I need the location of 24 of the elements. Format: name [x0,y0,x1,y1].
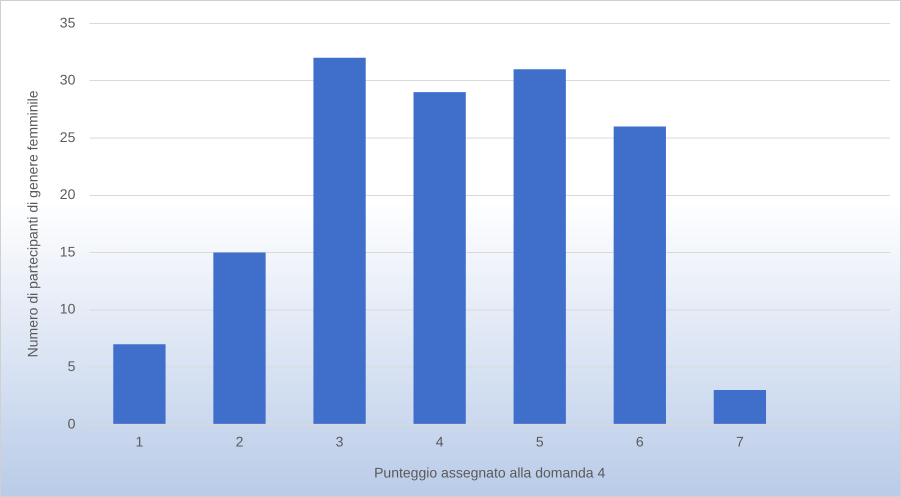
bar [614,126,666,424]
x-tick-label: 4 [436,434,444,450]
x-tick-label: 7 [736,434,744,450]
x-tick-label: 3 [336,434,344,450]
y-tick-label: 5 [68,358,76,374]
bar [714,390,766,424]
y-tick-label: 30 [60,72,76,88]
y-tick-label: 0 [68,415,76,432]
bar [213,252,266,424]
y-tick-label: 15 [60,243,76,260]
y-axis-title: Numero di partecipanti di genere femminile [24,90,40,358]
x-tick-label: 1 [136,434,144,450]
bar [414,92,466,424]
x-axis-title: Punteggio assegnato alla domanda 4 [374,464,606,480]
y-tick-label: 10 [60,300,76,317]
y-tick-label: 20 [60,186,76,202]
x-tick-label: 2 [236,434,244,450]
x-tick-label: 5 [536,434,544,450]
y-tick-label: 35 [60,14,76,30]
x-tick-label: 6 [636,434,644,450]
bar [113,344,166,424]
y-tick-label: 25 [60,128,76,145]
bar [514,69,566,424]
bar [313,58,366,424]
